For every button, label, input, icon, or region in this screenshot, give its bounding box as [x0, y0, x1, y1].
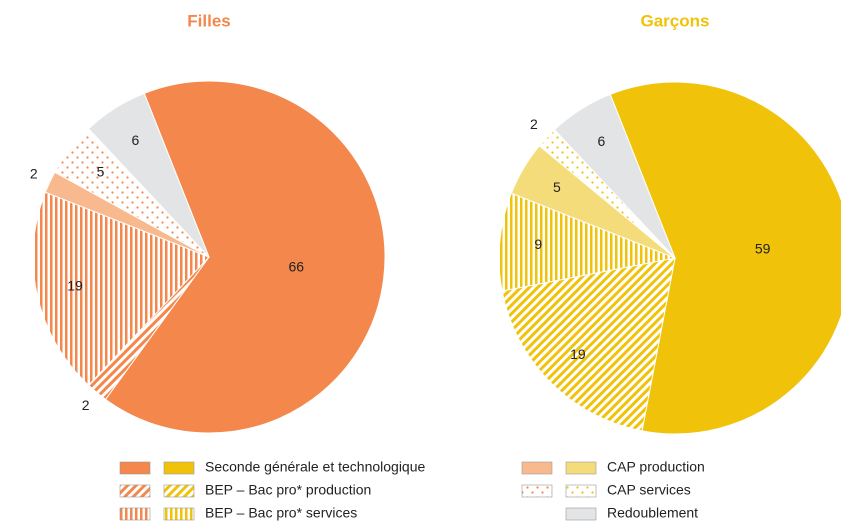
data-label: 6	[132, 132, 140, 148]
data-label: 19	[67, 278, 83, 294]
legend-label: Redoublement	[607, 505, 698, 521]
pie-slice	[32, 191, 210, 387]
data-label: 2	[530, 116, 538, 132]
pie-slice	[104, 80, 386, 434]
legend-swatch	[163, 461, 195, 475]
legend-swatch	[565, 461, 597, 475]
legend-swatch	[565, 484, 597, 498]
chart-title: Garçons	[641, 11, 710, 30]
legend-swatch	[521, 484, 553, 498]
legend-swatch	[119, 461, 151, 475]
legend-label: BEP – Bac pro* production	[205, 482, 371, 498]
legend-label: CAP production	[607, 459, 705, 475]
pie-slice	[609, 81, 841, 435]
legend-label: BEP – Bac pro* services	[205, 505, 357, 521]
legend-swatch	[565, 507, 597, 521]
pie-slice	[553, 93, 676, 259]
legend-swatch	[119, 507, 151, 521]
data-label: 19	[570, 346, 586, 362]
legend-swatch	[119, 484, 151, 498]
legend-label: CAP services	[607, 482, 691, 498]
pie-slice	[498, 192, 677, 292]
legend-label: Seconde générale et technologique	[205, 459, 426, 475]
legend-swatch	[521, 461, 553, 475]
data-label: 59	[755, 240, 771, 256]
pie-slice	[501, 257, 676, 432]
data-label: 2	[30, 165, 38, 181]
data-label: 9	[534, 236, 542, 252]
data-label: 5	[97, 164, 105, 180]
legend-swatch	[163, 507, 195, 521]
data-label: 2	[82, 397, 90, 413]
data-label: 66	[289, 259, 305, 275]
data-label: 5	[553, 179, 561, 195]
pie-slice	[87, 92, 210, 258]
chart-title: Filles	[187, 11, 230, 30]
legend-swatch	[163, 484, 195, 498]
data-label: 6	[598, 133, 606, 149]
